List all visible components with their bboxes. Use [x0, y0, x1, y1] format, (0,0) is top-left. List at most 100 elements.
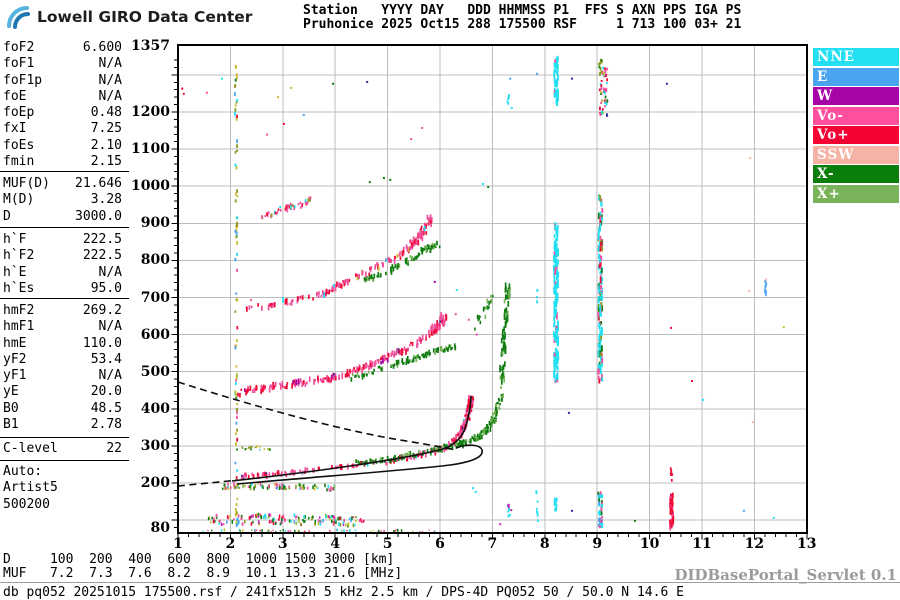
x-tick-label: 2: [225, 536, 236, 552]
legend-item-x: X-: [813, 165, 899, 183]
trace-x-mode-asymptote: [499, 282, 511, 389]
distance-row: D 100 200 400 600 800 1000 1500 3000 [km…: [3, 552, 395, 567]
parameter-value: 269.2: [82, 303, 122, 318]
parameter-value: 48.5: [90, 400, 122, 416]
parameter-row: B1 2.78: [3, 417, 122, 433]
dashed-left-segment: [177, 479, 239, 487]
parameter-value: N/A: [98, 88, 122, 104]
parameter-value: 222.5: [82, 248, 122, 264]
parameter-value: N/A: [98, 72, 122, 88]
parameter-row: h`Es 95.0: [3, 281, 122, 297]
station-header-labels: Station YYYY DAY DDD HHMMSS P1 FFS S AXN…: [303, 3, 742, 18]
y-tick-label: 200: [140, 475, 170, 491]
parameter-row: h`E N/A: [3, 265, 122, 281]
y-tick-label: 900: [140, 215, 170, 232]
parameter-value: 20.0: [90, 384, 122, 400]
panel-divider: [0, 171, 129, 172]
y-tick-label: 300: [140, 437, 170, 454]
status-line: db pq052 20251015 175500.rsf / 241fx512h…: [3, 585, 684, 600]
parameter-section: C-level 22: [3, 441, 122, 457]
parameter-row: yE 20.0: [3, 384, 122, 400]
trace-3f-multiple-o: [245, 214, 433, 312]
parameter-row: foF2 6.600: [3, 40, 122, 56]
parameter-row: hmF1 N/A: [3, 319, 122, 335]
parameter-row: h`F2 222.5: [3, 248, 122, 264]
x-tick-label: 9: [592, 536, 603, 552]
parameter-row: foE N/A: [3, 89, 122, 105]
overlay-curves: [177, 381, 483, 487]
y-tick-label: 1357: [131, 38, 170, 54]
parameter-label: foF1p: [3, 72, 43, 88]
header-brand: Lowell GIRO Data Center: [6, 5, 252, 29]
x-tick-label: 5: [382, 536, 393, 552]
x-tick-label: 3: [277, 536, 288, 552]
x-tick-label: 8: [539, 536, 550, 552]
legend-item-x: X+: [813, 184, 899, 203]
autoscaled-trace-fit: [231, 395, 472, 482]
parameter-label: B1: [3, 417, 19, 433]
grid: [178, 45, 807, 533]
parameter-label: foE: [3, 88, 27, 104]
x-tick-label: 1: [173, 536, 183, 552]
x-tick-label: 10: [639, 536, 660, 552]
station-header-values: Pruhonice 2025 Oct15 288 175500 RSF 1 71…: [303, 16, 742, 32]
trace-bottom-residual: [202, 528, 436, 533]
trace-scatter-row-290km: [241, 445, 271, 451]
parameter-row: h`F 222.5: [3, 232, 122, 248]
trace-4f-multiple-o: [261, 196, 312, 220]
legend-item-w: W: [813, 87, 899, 105]
legend-item-ssw: SSW: [813, 145, 899, 164]
separator-line: [0, 582, 900, 583]
parameter-label: h`Es: [3, 280, 35, 296]
parameter-row: B0 48.5: [3, 401, 122, 417]
parameter-value: 22: [106, 441, 122, 456]
parameter-label: MUF(D): [3, 176, 50, 191]
x-tick-label: 7: [487, 536, 498, 552]
parameter-label: foF2: [3, 40, 35, 55]
auto-line: Auto:: [3, 464, 43, 479]
parameter-value: 110.0: [82, 335, 122, 351]
interference-stripes: [234, 55, 768, 531]
parameter-label: foEp: [3, 105, 35, 121]
parameter-value: 53.4: [90, 351, 122, 367]
y-tick-label: 1000: [131, 178, 170, 195]
y-tick-label: 80: [150, 519, 170, 536]
parameter-row: foEp 0.48: [3, 105, 122, 121]
giro-logo-icon: [7, 6, 30, 29]
parameter-row: foF1 N/A: [3, 56, 122, 72]
y-tick-label: 1200: [131, 104, 170, 120]
parameter-value: 222.5: [82, 232, 122, 247]
parameter-row: yF2 53.4: [3, 352, 122, 368]
trace-es-layer: [207, 512, 365, 528]
parameter-label: yF2: [3, 351, 27, 367]
parameter-label: yE: [3, 384, 19, 400]
parameter-value: 3000.0: [75, 208, 122, 224]
parameter-row: M(D) 3.28: [3, 192, 122, 208]
parameter-label: D: [3, 208, 11, 224]
y-tick-label: 1100: [131, 141, 170, 158]
parameter-value: 95.0: [90, 280, 122, 296]
parameter-row: hmF2 269.2: [3, 303, 122, 319]
parameter-value: 7.25: [90, 121, 122, 137]
parameter-section: MUF(D) 21.646 M(D) 3.28 D 3000.0: [3, 176, 122, 225]
brand-title: Lowell GIRO Data Center: [37, 8, 253, 26]
panel-divider: [0, 460, 129, 461]
auto-section: Auto: Artist5 500200: [3, 464, 122, 513]
plot-frame: [171, 44, 808, 540]
parameter-label: M(D): [3, 192, 35, 208]
parameter-label: yF1: [3, 368, 27, 384]
legend-item-e: E: [813, 67, 899, 86]
parameter-row: fmin 2.15: [3, 154, 122, 170]
parameter-label: hmF2: [3, 303, 35, 318]
trace-x-spread: [474, 294, 494, 331]
x-tick-label: 4: [330, 536, 341, 552]
parameter-label: B0: [3, 400, 19, 416]
auto-line: 500200: [3, 496, 50, 512]
parameter-row: foEs 2.10: [3, 138, 122, 154]
echo-direction-legend: NNE E W Vo- Vo+ SSW X- X+: [813, 48, 899, 204]
parameter-label: h`F: [3, 232, 27, 247]
parameter-label: hmF1: [3, 319, 35, 335]
parameter-value: 3.28: [90, 192, 122, 208]
